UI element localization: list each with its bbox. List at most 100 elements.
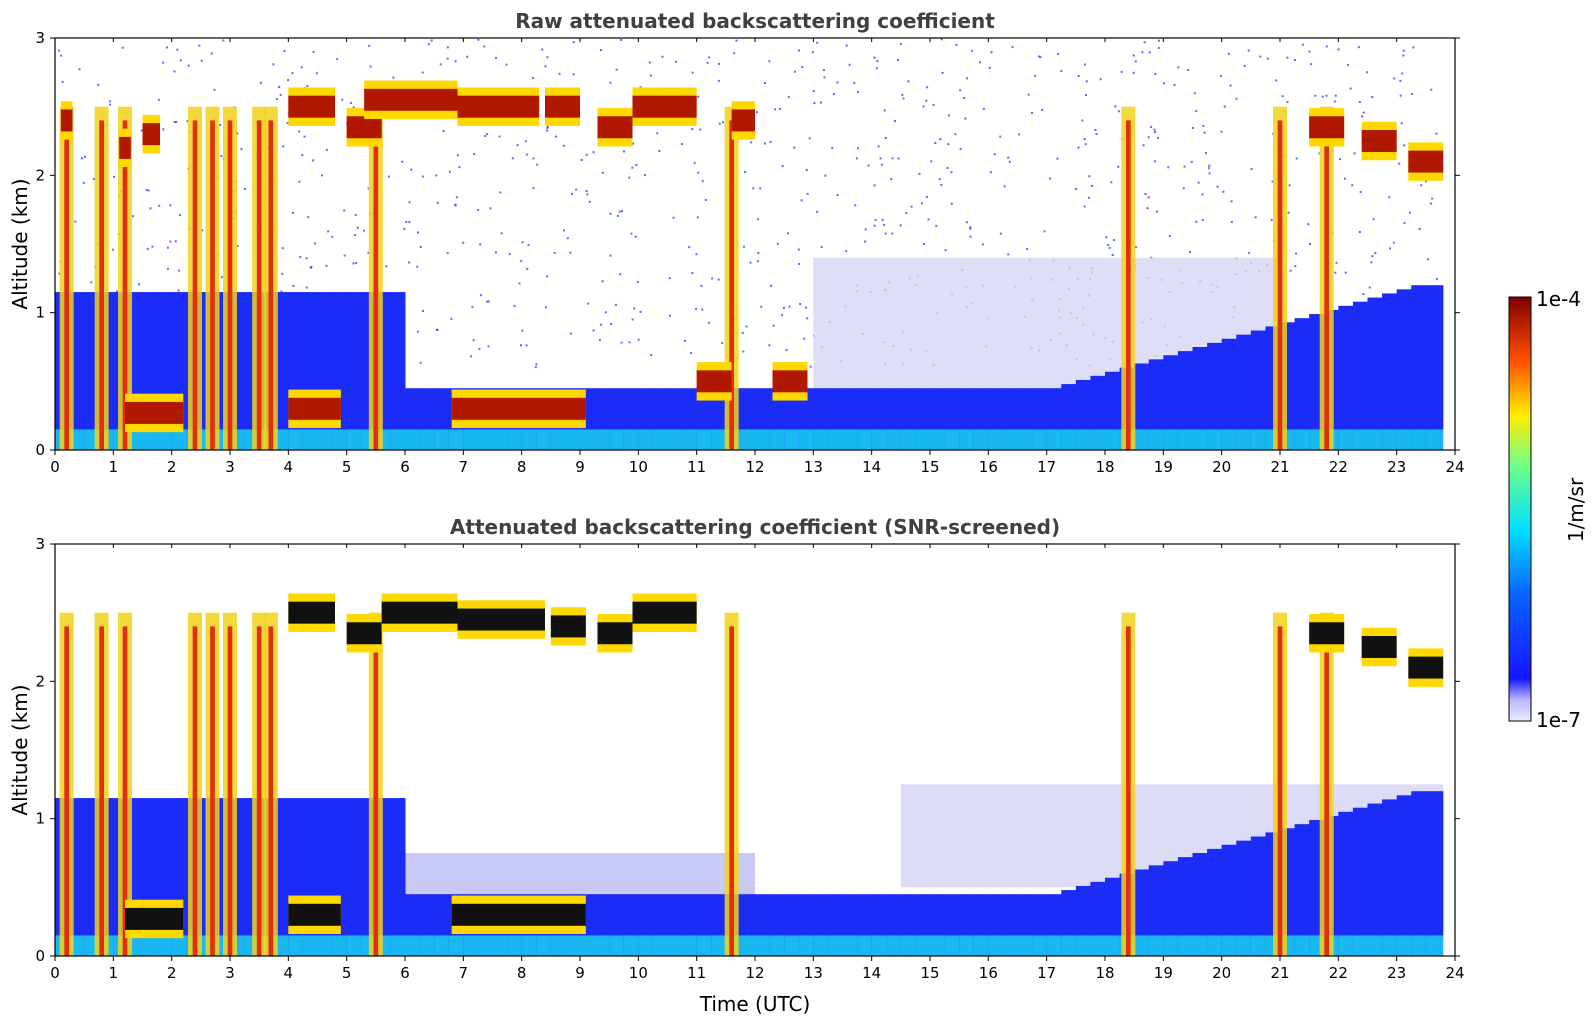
surface-layer-column — [652, 935, 668, 956]
noise-pixel — [471, 305, 474, 308]
boundary-layer-column — [1221, 844, 1237, 956]
noise-pixel — [477, 209, 480, 212]
noise-pixel — [446, 252, 449, 255]
surface-layer-column — [1294, 429, 1310, 450]
noise-pixel — [1399, 79, 1402, 82]
noise-pixel — [408, 220, 411, 223]
noise-pixel — [1389, 247, 1392, 250]
x-tick-label: 15 — [920, 964, 939, 982]
noise-pixel — [401, 160, 404, 163]
noise-pixel — [1007, 253, 1010, 256]
noise-pixel — [881, 218, 884, 221]
noise-pixel — [1427, 258, 1430, 261]
noise-pixel — [1057, 52, 1060, 55]
noise-pixel — [1321, 95, 1324, 98]
boundary-layer-column — [346, 292, 362, 450]
noise-pixel — [824, 174, 827, 177]
noise-pixel — [1371, 255, 1374, 258]
noise-pixel — [1270, 219, 1273, 222]
dense-column-core — [373, 120, 379, 450]
surface-layer-column — [1207, 935, 1223, 956]
surface-layer-column — [667, 935, 683, 956]
noise-pixel — [805, 169, 808, 172]
noise-pixel — [1409, 211, 1412, 214]
boundary-layer-column — [1207, 342, 1223, 450]
noise-pixel — [570, 192, 573, 195]
noise-pixel — [162, 61, 165, 64]
surface-layer-column — [973, 935, 989, 956]
surface-layer-column — [521, 429, 537, 450]
noise-pixel — [598, 338, 601, 341]
noise-pixel — [954, 133, 957, 136]
noise-pixel — [592, 151, 595, 154]
x-tick-label: 0 — [50, 458, 60, 476]
noise-pixel — [436, 328, 439, 331]
noise-pixel — [927, 218, 930, 221]
boundary-layer-column — [1294, 318, 1310, 450]
x-tick-label: 6 — [400, 458, 410, 476]
boundary-layer-column — [1396, 289, 1412, 450]
x-tick-label: 21 — [1270, 964, 1289, 982]
noise-pixel — [566, 237, 569, 240]
surface-layer-column — [857, 429, 873, 450]
x-tick-label: 13 — [804, 964, 823, 982]
noise-pixel — [1085, 80, 1088, 83]
surface-layer-column — [1411, 935, 1427, 956]
noise-pixel — [897, 157, 900, 160]
noise-pixel — [636, 280, 639, 283]
noise-pixel — [1177, 66, 1180, 69]
surface-layer-column — [1425, 429, 1441, 450]
surface-layer-column — [390, 935, 406, 956]
noise-pixel — [419, 361, 422, 364]
noise-pixel — [186, 120, 189, 123]
noise-pixel — [823, 76, 826, 79]
noise-pixel — [964, 117, 967, 120]
noise-pixel — [92, 177, 95, 180]
noise-pixel — [816, 210, 819, 213]
surface-layer-column — [1352, 429, 1368, 450]
surface-layer-column — [536, 935, 552, 956]
noise-pixel — [1374, 252, 1377, 255]
noise-pixel — [147, 189, 150, 192]
noise-pixel — [901, 93, 904, 96]
noise-pixel — [1117, 110, 1120, 113]
noise-pixel — [1223, 105, 1226, 108]
noise-pixel — [343, 209, 346, 212]
noise-pixel — [115, 290, 118, 293]
noise-pixel — [58, 49, 61, 52]
surface-layer-column — [1221, 935, 1237, 956]
noise-pixel — [752, 187, 755, 190]
surface-layer-column — [332, 935, 348, 956]
noise-pixel — [140, 129, 143, 132]
x-tick-label: 4 — [284, 458, 294, 476]
noise-pixel — [620, 38, 623, 41]
noise-pixel — [1359, 190, 1362, 193]
surface-layer-column — [550, 429, 566, 450]
noise-pixel — [1083, 138, 1086, 141]
noise-pixel — [1144, 193, 1147, 196]
noise-pixel — [668, 277, 671, 280]
noise-pixel — [643, 174, 646, 177]
noise-pixel — [1430, 88, 1433, 91]
noise-pixel — [1248, 251, 1251, 254]
noise-pixel — [187, 64, 190, 67]
noise-pixel — [1325, 45, 1328, 48]
noise-pixel — [883, 223, 886, 226]
surface-layer-column — [1236, 935, 1252, 956]
dense-column-core — [268, 626, 274, 956]
noise-pixel — [637, 338, 640, 341]
noise-pixel — [546, 56, 549, 59]
noise-pixel — [693, 161, 696, 164]
noise-pixel — [541, 48, 544, 51]
noise-pixel — [558, 72, 561, 75]
noise-pixel — [282, 145, 285, 148]
noise-pixel — [708, 56, 711, 59]
surface-layer-column — [1367, 429, 1383, 450]
noise-pixel — [454, 60, 457, 63]
noise-pixel — [883, 109, 886, 112]
noise-pixel — [367, 251, 370, 254]
y-tick-label: 2 — [35, 166, 45, 184]
noise-pixel — [408, 261, 411, 264]
noise-pixel — [84, 155, 87, 158]
noise-pixel — [1266, 57, 1269, 60]
